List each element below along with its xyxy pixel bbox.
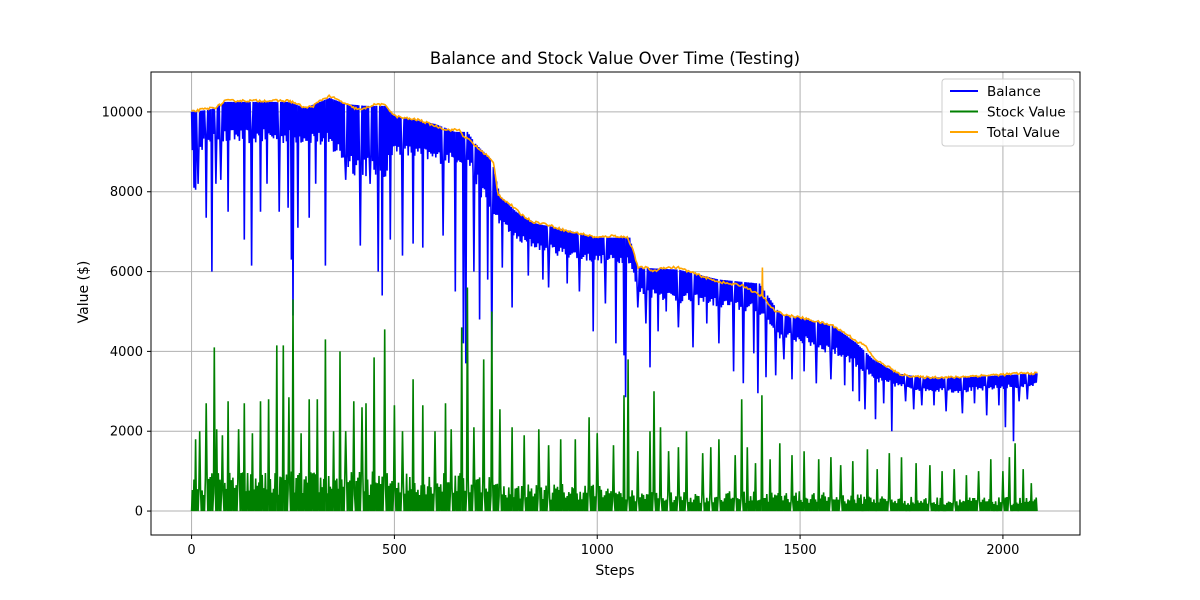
legend-label: Stock Value — [987, 105, 1066, 121]
chart-title: Balance and Stock Value Over Time (Testi… — [430, 49, 800, 68]
x-tick-label: 2000 — [986, 543, 1019, 558]
x-axis-label: Steps — [595, 563, 634, 579]
y-tick-label: 2000 — [110, 425, 143, 440]
y-tick-label: 0 — [135, 505, 143, 520]
legend-label: Balance — [987, 84, 1041, 100]
y-tick-label: 6000 — [110, 265, 143, 280]
y-axis-label: Value ($) — [76, 261, 92, 324]
y-tick-label: 4000 — [110, 345, 143, 360]
plot-area — [190, 94, 1038, 512]
legend-label: Total Value — [986, 125, 1060, 141]
axis-ticks: 0 500 1000 1500 2000 0 2000 4000 6000 8000 10000 — [102, 105, 1020, 558]
y-tick-label: 10000 — [102, 105, 143, 120]
x-tick-label: 0 — [187, 543, 195, 558]
x-tick-label: 1000 — [581, 543, 614, 558]
grid — [151, 72, 1080, 535]
series-line-total-value — [191, 94, 1038, 380]
plot-frame — [150, 71, 1081, 536]
legend: Balance Stock Value Total Value — [941, 78, 1075, 147]
x-tick-label: 500 — [382, 543, 407, 558]
series-line-stock-value — [190, 287, 1038, 512]
y-tick-label: 8000 — [110, 185, 143, 200]
x-tick-label: 1500 — [784, 543, 817, 558]
series-line-balance — [190, 97, 1038, 442]
legend-box — [941, 78, 1075, 147]
